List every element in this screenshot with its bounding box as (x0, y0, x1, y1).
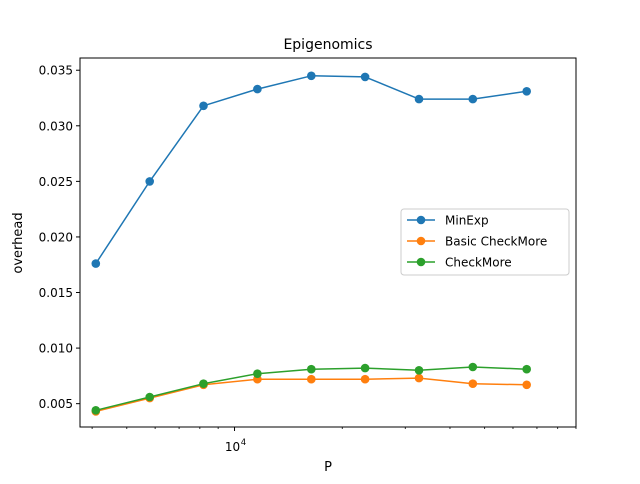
x-axis: 10 4 (91, 427, 577, 454)
legend-label-checkmore: CheckMore (445, 256, 512, 270)
legend: MinExp Basic CheckMore CheckMore (400, 208, 570, 276)
chart-title: Epigenomics (283, 37, 372, 53)
data-point-basic-checkmore (307, 374, 316, 384)
data-point-minexp (307, 71, 316, 81)
data-point-minexp (91, 259, 101, 268)
data-point-basic-checkmore (414, 373, 424, 383)
plot-area-frame (79, 57, 577, 428)
data-point-checkmore (91, 406, 101, 415)
data-point-minexp (522, 87, 531, 96)
data-point-minexp (199, 101, 208, 111)
data-point-checkmore (522, 364, 531, 374)
series-layer (91, 71, 531, 416)
data-point-checkmore (145, 392, 154, 402)
y-tick-label: 0.025 (39, 175, 73, 189)
x-tick-label: 10 (225, 440, 240, 454)
y-axis: 0.005 0.010 0.015 0.020 0.025 0.030 0.035 (39, 64, 80, 411)
data-point-basic-checkmore (360, 374, 370, 384)
legend-marker-basic-checkmore (416, 236, 426, 246)
y-tick-label: 0.030 (39, 119, 73, 133)
x-axis-label: P (324, 460, 332, 475)
legend-marker-checkmore (416, 257, 426, 267)
y-tick-label: 0.005 (39, 397, 73, 411)
x-tick-label-exponent: 4 (241, 438, 246, 448)
y-tick-label: 0.020 (39, 230, 73, 244)
data-point-minexp (468, 94, 478, 104)
data-point-checkmore (307, 364, 316, 374)
y-tick-label: 0.035 (39, 64, 73, 78)
data-point-checkmore (414, 366, 424, 375)
y-tick-label: 0.010 (39, 342, 73, 356)
legend-label-minexp: MinExp (445, 214, 489, 228)
legend-marker-minexp (416, 215, 426, 225)
legend-box (400, 208, 570, 276)
y-tick-label: 0.015 (39, 286, 73, 300)
y-axis-label: overhead (11, 212, 26, 273)
legend-label-basic-checkmore: Basic CheckMore (445, 235, 547, 249)
data-point-basic-checkmore (468, 379, 478, 389)
data-point-minexp (253, 84, 262, 94)
data-point-minexp (145, 177, 154, 186)
data-point-checkmore (360, 363, 370, 373)
data-point-checkmore (468, 362, 478, 372)
data-point-checkmore (253, 369, 262, 379)
data-point-minexp (360, 72, 370, 82)
data-point-checkmore (199, 379, 208, 389)
data-point-minexp (414, 94, 424, 104)
data-point-basic-checkmore (522, 380, 531, 390)
